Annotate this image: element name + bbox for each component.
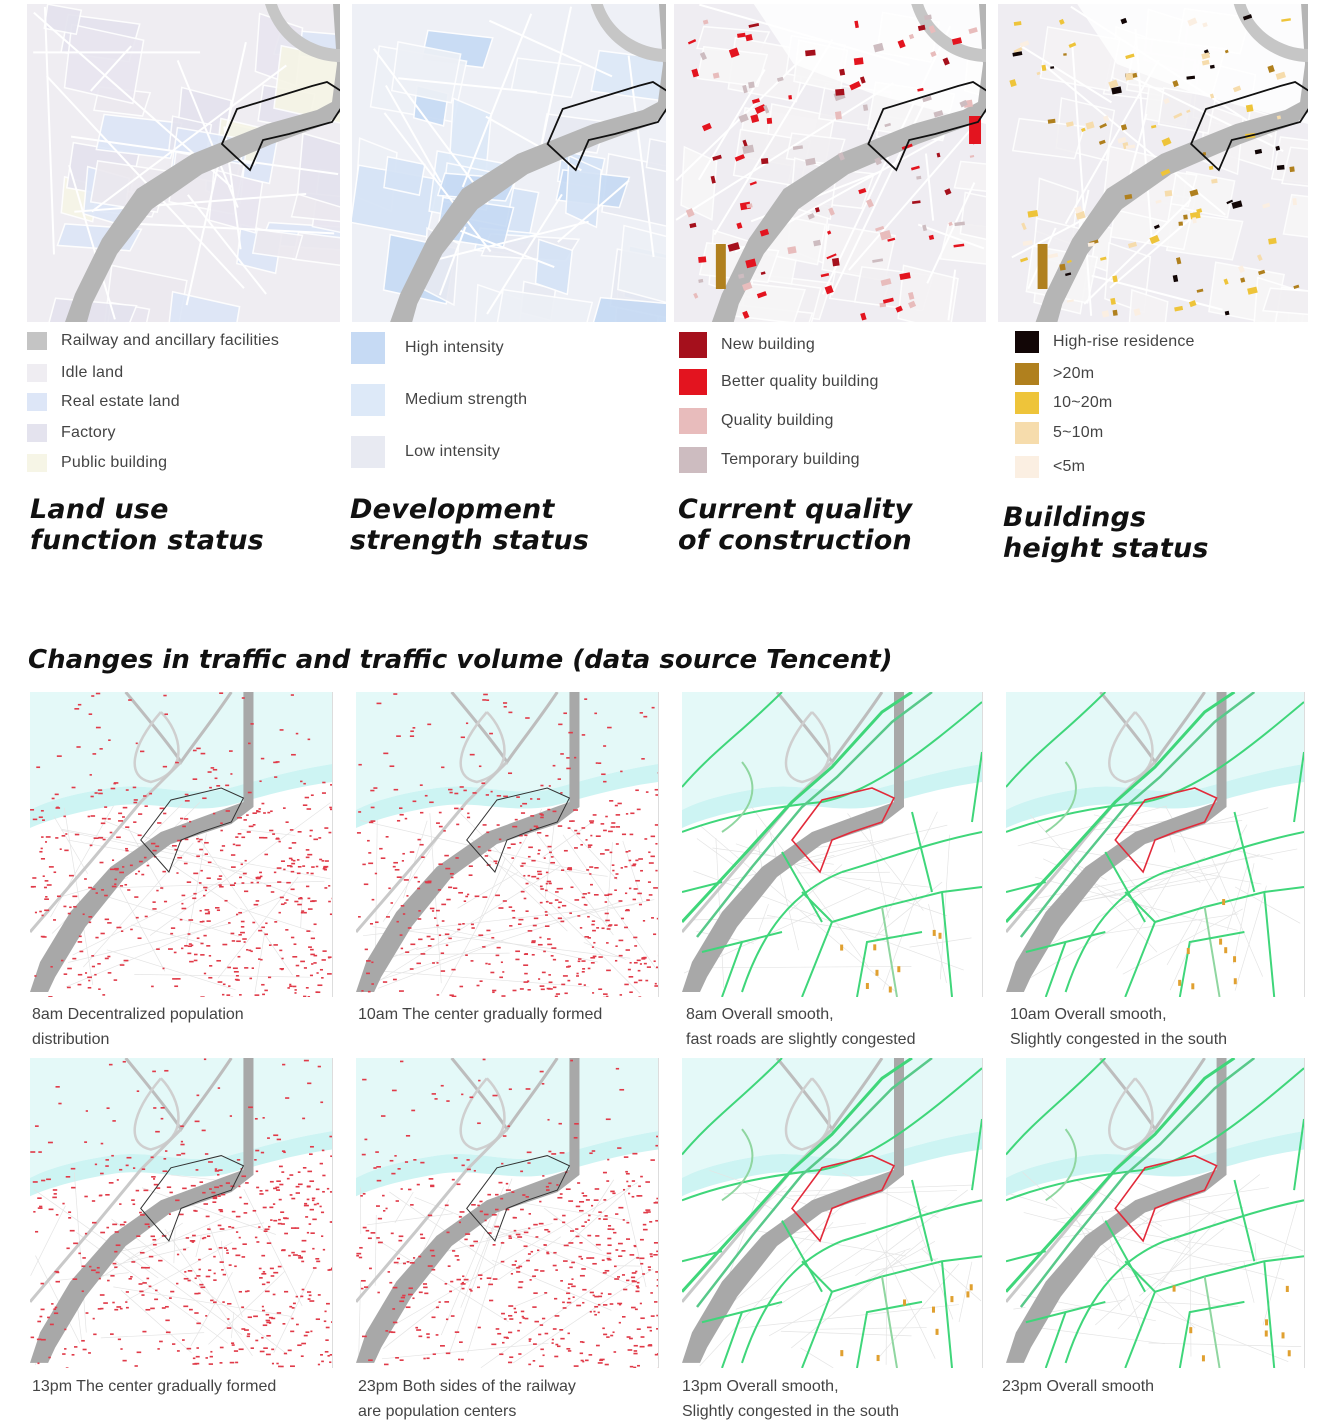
traffic-caption: 8am Decentralized population distributio… xyxy=(32,1006,244,1048)
traffic-caption: 8am Overall smooth, fast roads are sligh… xyxy=(686,1006,916,1048)
legend-swatch xyxy=(1015,456,1039,478)
legend-swatch xyxy=(27,454,47,472)
land-use-legend: Railway and ancillary facilities Idle la… xyxy=(27,330,337,480)
building-height-map xyxy=(998,4,1308,322)
legend-swatch xyxy=(27,424,47,442)
legend-item: Idle land xyxy=(27,364,123,382)
legend-swatch xyxy=(27,393,47,411)
traffic-caption: 13pm Overall smooth, Slightly congested … xyxy=(682,1378,900,1420)
traffic-panel-map xyxy=(356,692,659,997)
legend-item: Temporary building xyxy=(679,447,860,473)
legend-swatch xyxy=(1015,422,1039,444)
legend-item: Low intensity xyxy=(351,436,500,468)
legend-label: New building xyxy=(721,336,816,353)
development-strength-title: Development strength status xyxy=(350,494,590,556)
legend-swatch xyxy=(351,436,385,468)
legend-label: High intensity xyxy=(405,339,504,356)
legend-label: Quality building xyxy=(721,412,834,429)
legend-label: Low intensity xyxy=(405,443,501,460)
legend-item: Railway and ancillary facilities xyxy=(27,332,279,350)
legend-label: Idle land xyxy=(61,364,124,381)
legend-swatch xyxy=(27,364,47,382)
legend-item: Quality building xyxy=(679,408,834,434)
legend-label: Railway and ancillary facilities xyxy=(61,332,280,349)
traffic-panel-map xyxy=(356,1058,659,1368)
legend-item: Public building xyxy=(27,454,167,472)
traffic-caption: 10am The center gradually formed xyxy=(358,1006,603,1023)
legend-swatch xyxy=(1015,331,1039,353)
legend-label: >20m xyxy=(1053,365,1095,382)
traffic-section-title: Changes in traffic and traffic volume (d… xyxy=(28,645,893,675)
legend-swatch xyxy=(679,332,707,358)
traffic-panel-map xyxy=(30,692,333,997)
legend-swatch xyxy=(351,332,385,364)
legend-label: 10~20m xyxy=(1053,394,1113,411)
development-strength-legend: High intensity Medium strength Low inten… xyxy=(351,330,661,480)
legend-swatch xyxy=(1015,392,1039,414)
legend-item: <5m xyxy=(1015,456,1085,478)
traffic-panel-map xyxy=(1006,1058,1305,1368)
legend-item: High-rise residence xyxy=(1015,331,1195,353)
legend-item: Real estate land xyxy=(27,393,180,411)
traffic-panel-map xyxy=(30,1058,333,1368)
traffic-caption: 10am Overall smooth, Slightly congested … xyxy=(1010,1006,1228,1048)
legend-item: Medium strength xyxy=(351,384,527,416)
legend-label: Better quality building xyxy=(721,373,879,390)
legend-label: Temporary building xyxy=(721,451,860,468)
development-strength-map xyxy=(352,4,666,322)
legend-swatch xyxy=(27,332,47,350)
legend-item: >20m xyxy=(1015,363,1094,385)
legend-swatch xyxy=(679,369,707,395)
legend-item: 10~20m xyxy=(1015,392,1112,414)
legend-label: Factory xyxy=(61,424,116,441)
construction-quality-map xyxy=(674,4,986,322)
traffic-caption: 23pm Overall smooth xyxy=(1002,1378,1155,1395)
traffic-panel-map xyxy=(682,692,983,997)
land-use-map xyxy=(27,4,340,322)
legend-item: Factory xyxy=(27,424,116,442)
legend-item: 5~10m xyxy=(1015,422,1103,444)
construction-quality-title: Current quality of construction xyxy=(678,494,913,556)
legend-label: <5m xyxy=(1053,458,1086,475)
legend-swatch xyxy=(679,408,707,434)
legend-swatch xyxy=(351,384,385,416)
traffic-panel-map xyxy=(1006,692,1305,997)
legend-swatch xyxy=(679,447,707,473)
legend-label: 5~10m xyxy=(1053,424,1104,441)
legend-item: Better quality building xyxy=(679,369,879,395)
legend-item: High intensity xyxy=(351,332,504,364)
legend-label: Medium strength xyxy=(405,391,528,408)
legend-label: Real estate land xyxy=(61,393,180,410)
traffic-caption: 13pm The center gradually formed xyxy=(32,1378,277,1395)
building-height-title: Buildings height status xyxy=(1003,502,1209,564)
legend-swatch xyxy=(1015,363,1039,385)
legend-label: High-rise residence xyxy=(1053,333,1195,350)
legend-label: Public building xyxy=(61,454,168,471)
building-height-legend: High-rise residence >20m 10~20m 5~10m <5… xyxy=(1015,330,1315,480)
legend-item: New building xyxy=(679,332,815,358)
traffic-caption: 23pm Both sides of the railway are popul… xyxy=(358,1378,576,1420)
construction-quality-legend: New building Better quality building Qua… xyxy=(679,330,979,480)
land-use-title: Land use function status xyxy=(30,494,264,556)
traffic-panel-map xyxy=(682,1058,983,1368)
